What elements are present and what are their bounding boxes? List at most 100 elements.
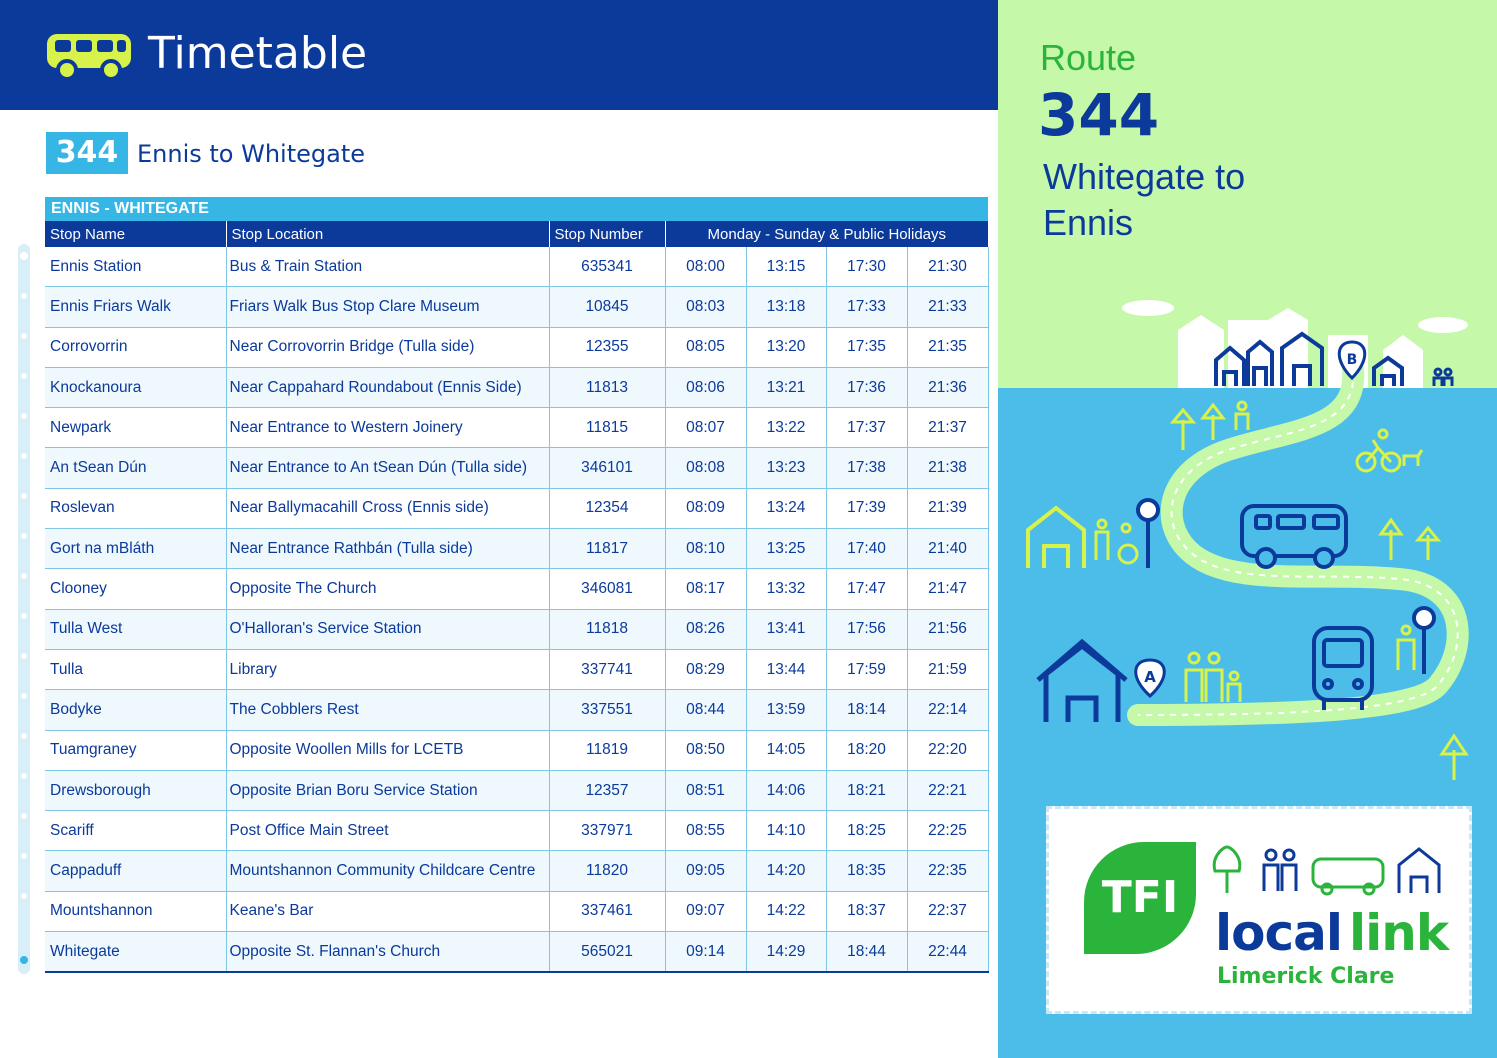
- departure-time: 17:36: [826, 367, 908, 409]
- stop-name: An tSean Dún: [45, 447, 227, 489]
- house-icon: [1397, 847, 1441, 893]
- stop-number: 11820: [549, 850, 666, 892]
- stop-name: Ennis Station: [45, 247, 227, 288]
- departure-time: 17:40: [826, 528, 908, 570]
- departure-time: 17:33: [826, 286, 908, 328]
- stop-name: Clooney: [45, 568, 227, 610]
- stop-location: Opposite Brian Boru Service Station: [226, 770, 550, 812]
- departure-time: 22:14: [907, 689, 989, 731]
- departure-time: 09:14: [665, 931, 747, 974]
- departure-time: 21:33: [907, 286, 989, 328]
- stop-name: Whitegate: [45, 931, 227, 974]
- stop-number: 337461: [549, 891, 666, 933]
- departure-time: 13:21: [746, 367, 827, 409]
- departure-time: 17:37: [826, 407, 908, 449]
- tfi-logo: TFI: [1084, 842, 1196, 954]
- departure-time: 08:44: [665, 689, 747, 731]
- table-row: Clooney Opposite The Church 346081 08:17 13:…: [45, 568, 989, 610]
- table-row: Ennis Station Bus & Train Station 635341 08…: [45, 247, 989, 288]
- departure-time: 17:56: [826, 609, 908, 650]
- route-number: 344: [1038, 81, 1160, 149]
- departure-time: 18:37: [826, 891, 908, 933]
- table-row: Mountshannon Keane's Bar 337461 09:07 14:22 1…: [45, 891, 989, 933]
- stop-number: 11813: [549, 367, 666, 409]
- cyclist-icon: [1355, 428, 1402, 473]
- route-panel: Route 344 Whitegate to Ennis B: [998, 0, 1497, 1058]
- map-stop-a-label: A: [1144, 668, 1156, 686]
- stop-name: Mountshannon: [45, 891, 227, 933]
- timetable-rows: Ennis Station Bus & Train Station 635341 08…: [45, 247, 989, 974]
- departure-time: 08:05: [665, 327, 747, 368]
- table-row: Bodyke The Cobblers Rest 337551 08:44 13:59 1…: [45, 689, 989, 731]
- departure-time: 21:30: [907, 247, 989, 288]
- stop-number: 11817: [549, 528, 666, 570]
- route-title: Ennis to Whitegate: [137, 140, 366, 168]
- route-map-illustration: B: [1026, 300, 1469, 780]
- departure-time: 14:20: [746, 850, 827, 892]
- stop-name: Tulla West: [45, 609, 227, 650]
- departure-time: 08:09: [665, 488, 747, 530]
- departure-time: 21:38: [907, 447, 989, 489]
- departure-time: 21:36: [907, 367, 989, 409]
- person-icon: [1234, 400, 1250, 430]
- stop-location: Opposite Woollen Mills for LCETB: [226, 730, 550, 771]
- house-icon: [1214, 331, 1404, 386]
- departure-time: 22:44: [907, 931, 989, 974]
- route-label: Route: [1040, 37, 1137, 78]
- stop-name: Ennis Friars Walk: [45, 286, 227, 328]
- table-row: Roslevan Near Ballymacahill Cross (Ennis …: [45, 488, 989, 530]
- dog-icon: [1402, 449, 1424, 466]
- stop-location: Mountshannon Community Childcare Centre: [226, 850, 550, 892]
- stop-location: Library: [226, 649, 550, 691]
- departure-time: 22:20: [907, 730, 989, 771]
- stop-name: Newpark: [45, 407, 227, 449]
- departure-time: 13:41: [746, 609, 827, 650]
- stop-name: Bodyke: [45, 689, 227, 731]
- departure-time: 22:25: [907, 810, 989, 852]
- departure-time: 17:38: [826, 447, 908, 489]
- stop-location: Bus & Train Station: [226, 247, 550, 288]
- local-link-word-link: link: [1349, 904, 1449, 962]
- departure-time: 21:35: [907, 327, 989, 368]
- departure-time: 08:55: [665, 810, 747, 852]
- bus-stop-icon: [1136, 498, 1160, 568]
- departure-time: 08:17: [665, 568, 747, 610]
- departure-time: 09:07: [665, 891, 747, 933]
- stop-location: Opposite St. Flannan's Church: [226, 931, 550, 974]
- stop-location: Keane's Bar: [226, 891, 550, 933]
- person-icon: [1432, 367, 1454, 386]
- stop-name: Tulla: [45, 649, 227, 691]
- departure-time: 22:21: [907, 770, 989, 812]
- tree-icon: [1169, 402, 1469, 780]
- stop-location: Near Entrance to Western Joinery: [226, 407, 550, 449]
- departure-time: 13:22: [746, 407, 827, 449]
- departure-time: 13:59: [746, 689, 827, 731]
- column-header-stop-name: Stop Name: [45, 221, 226, 247]
- table-row: Tulla West O'Halloran's Service Station 11…: [45, 609, 989, 650]
- stop-name: Cappaduff: [45, 850, 227, 892]
- table-caption: ENNIS - WHITEGATE: [45, 197, 989, 221]
- stop-number: 10845: [549, 286, 666, 328]
- local-link-icons: [1212, 845, 1441, 896]
- departure-time: 13:24: [746, 488, 827, 530]
- departure-time: 17:35: [826, 327, 908, 368]
- location-pin-icon: A: [1134, 658, 1166, 699]
- departure-time: 18:25: [826, 810, 908, 852]
- stop-location: The Cobblers Rest: [226, 689, 550, 731]
- departure-time: 18:14: [826, 689, 908, 731]
- departure-time: 13:25: [746, 528, 827, 570]
- stop-name: Scariff: [45, 810, 227, 852]
- person-icon: [1396, 624, 1416, 670]
- location-pin-icon: B: [1337, 340, 1367, 381]
- departure-time: 09:05: [665, 850, 747, 892]
- departure-time: 17:59: [826, 649, 908, 691]
- person-icon: [1184, 651, 1242, 702]
- departure-time: 13:23: [746, 447, 827, 489]
- map-stop-b-label: B: [1347, 352, 1358, 368]
- departure-time: 18:21: [826, 770, 908, 812]
- departure-time: 13:20: [746, 327, 827, 368]
- departure-time: 08:07: [665, 407, 747, 449]
- departure-time: 08:50: [665, 730, 747, 771]
- stop-number: 337971: [549, 810, 666, 852]
- table-row: Ennis Friars Walk Friars Walk Bus Stop Cl…: [45, 286, 989, 328]
